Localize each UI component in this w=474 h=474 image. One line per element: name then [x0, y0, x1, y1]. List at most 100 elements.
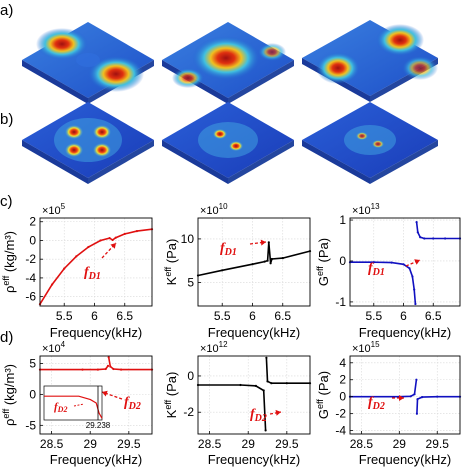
plot-d1-rho-eff: 28.5 29 29.5 5 0 -5 ×104 Frequency(kHz) ρeff (kg…: [1, 340, 154, 467]
data-point: [416, 231, 419, 234]
data-point: [408, 267, 411, 270]
mode-shape-a1: [22, 22, 154, 104]
y-axis-label: ρeff (kg/m³): [1, 231, 17, 293]
y-axis-label: Geff (Pa): [315, 371, 331, 419]
x-tick-label: 6: [91, 309, 98, 323]
y-tick-label: 1: [339, 213, 346, 227]
series-line-0: [197, 242, 311, 277]
x-tick-label: 6: [400, 309, 407, 323]
inset-box: [43, 385, 103, 421]
data-point: [254, 384, 257, 387]
x-tick-label: 29: [84, 437, 98, 451]
axes-box: [349, 355, 461, 435]
data-point: [75, 255, 78, 258]
annotation-fd2: fD2: [124, 395, 141, 412]
inset-series-line: [44, 395, 103, 419]
annotation-fd2: fD2: [368, 395, 385, 412]
y-tick-label: 0: [339, 254, 346, 268]
x-tick-label: 29.5: [426, 437, 450, 451]
data-point: [402, 263, 405, 266]
data-point: [432, 237, 435, 240]
axis-multiplier: ×105: [42, 202, 66, 217]
series-line-0: [39, 228, 153, 305]
x-axis-label: Frequency(kHz): [208, 325, 300, 340]
panel-label-c: c): [0, 193, 13, 210]
series-line-0: [350, 379, 418, 398]
data-point: [109, 365, 112, 368]
y-tick-label: -2: [335, 407, 346, 421]
x-tick-label: 6.5: [274, 309, 291, 323]
data-point: [270, 382, 273, 385]
x-tick-label: 28.5: [40, 437, 64, 451]
y-tick-label: -1: [335, 295, 346, 309]
data-point: [415, 378, 418, 381]
x-tick-label: 5.5: [365, 309, 382, 323]
data-point: [120, 368, 123, 371]
plot-d3-g-eff: 28.5 29 29.5 4 2 0 -2 -4 ×1015 Frequency(kHz) Geff…: [315, 340, 462, 467]
inset-tick-label: 29.238: [86, 421, 111, 430]
axes-box: [197, 355, 311, 435]
plot-d2-k-eff: 28.5 29 29.5 0 -2 ×1012 Frequency(kHz) Keff (Pa…: [163, 340, 312, 467]
mode-shape-a2: [162, 22, 294, 104]
data-point: [106, 364, 110, 367]
x-tick-label: 6.5: [425, 309, 442, 323]
data-point: [419, 236, 422, 239]
y-tick-label: -4: [335, 424, 346, 438]
x-tick-label: 29.5: [117, 437, 141, 451]
series-line-1: [416, 395, 460, 414]
data-point: [415, 221, 418, 224]
data-point: [123, 232, 126, 235]
data-point: [409, 395, 412, 398]
data-point: [111, 238, 114, 242]
y-axis-label: Keff (Pa): [163, 239, 179, 286]
x-tick-label: 28.5: [198, 437, 222, 451]
annotation-arrowhead: [399, 395, 404, 401]
series-line-1: [265, 357, 310, 385]
annotation-arrowhead: [414, 259, 420, 265]
data-point: [414, 302, 417, 306]
y-tick-label: -4: [25, 271, 36, 285]
annotation-fd1: fD1: [368, 261, 385, 278]
data-point: [87, 245, 90, 249]
data-point: [372, 261, 375, 264]
series-line-1: [415, 222, 460, 240]
x-axis-label: Frequency(kHz): [50, 325, 142, 340]
data-point: [265, 356, 268, 359]
data-point: [263, 260, 266, 263]
annotation-fd1: fD1: [84, 265, 101, 282]
y-axis-label: Keff (Pa): [163, 372, 179, 419]
inset-annotation-arrow: [73, 403, 85, 407]
plot-c2-k-eff: 5.5 6 6.5 10 5 ×1010 Frequency(kHz) Keff (Pa) fD…: [163, 202, 312, 340]
y-tick-label: 2: [29, 215, 36, 229]
axes-box: [349, 217, 461, 307]
x-tick-label: 29: [242, 437, 256, 451]
y-tick-label: 2: [339, 373, 346, 387]
data-point: [264, 429, 267, 432]
data-point: [107, 356, 110, 359]
x-tick-label: 29: [393, 437, 407, 451]
y-tick-label: 0: [187, 369, 194, 383]
y-tick-label: 5: [187, 275, 194, 289]
panel-label-b: b): [0, 111, 13, 128]
panel-label-d: d): [0, 329, 13, 346]
y-tick-label: -2: [25, 252, 36, 266]
data-point: [108, 237, 111, 240]
x-axis-label: Frequency(kHz): [208, 452, 300, 467]
axis-multiplier: ×1012: [200, 340, 228, 355]
data-point: [413, 393, 416, 396]
data-point: [262, 389, 265, 392]
data-point: [112, 367, 115, 371]
inset-annotation-fd2: fD2: [54, 401, 67, 414]
y-tick-label: 4: [339, 356, 346, 370]
data-point: [267, 241, 270, 244]
data-point: [221, 269, 224, 272]
annotation-arrow: [269, 411, 282, 415]
data-point: [96, 368, 99, 371]
x-axis-label: Frequency(kHz): [359, 452, 451, 467]
x-axis-label: Frequency(kHz): [359, 325, 451, 340]
data-point: [415, 412, 418, 415]
data-point: [423, 237, 426, 240]
annotation-arrowhead: [275, 409, 281, 416]
data-point: [99, 239, 102, 242]
